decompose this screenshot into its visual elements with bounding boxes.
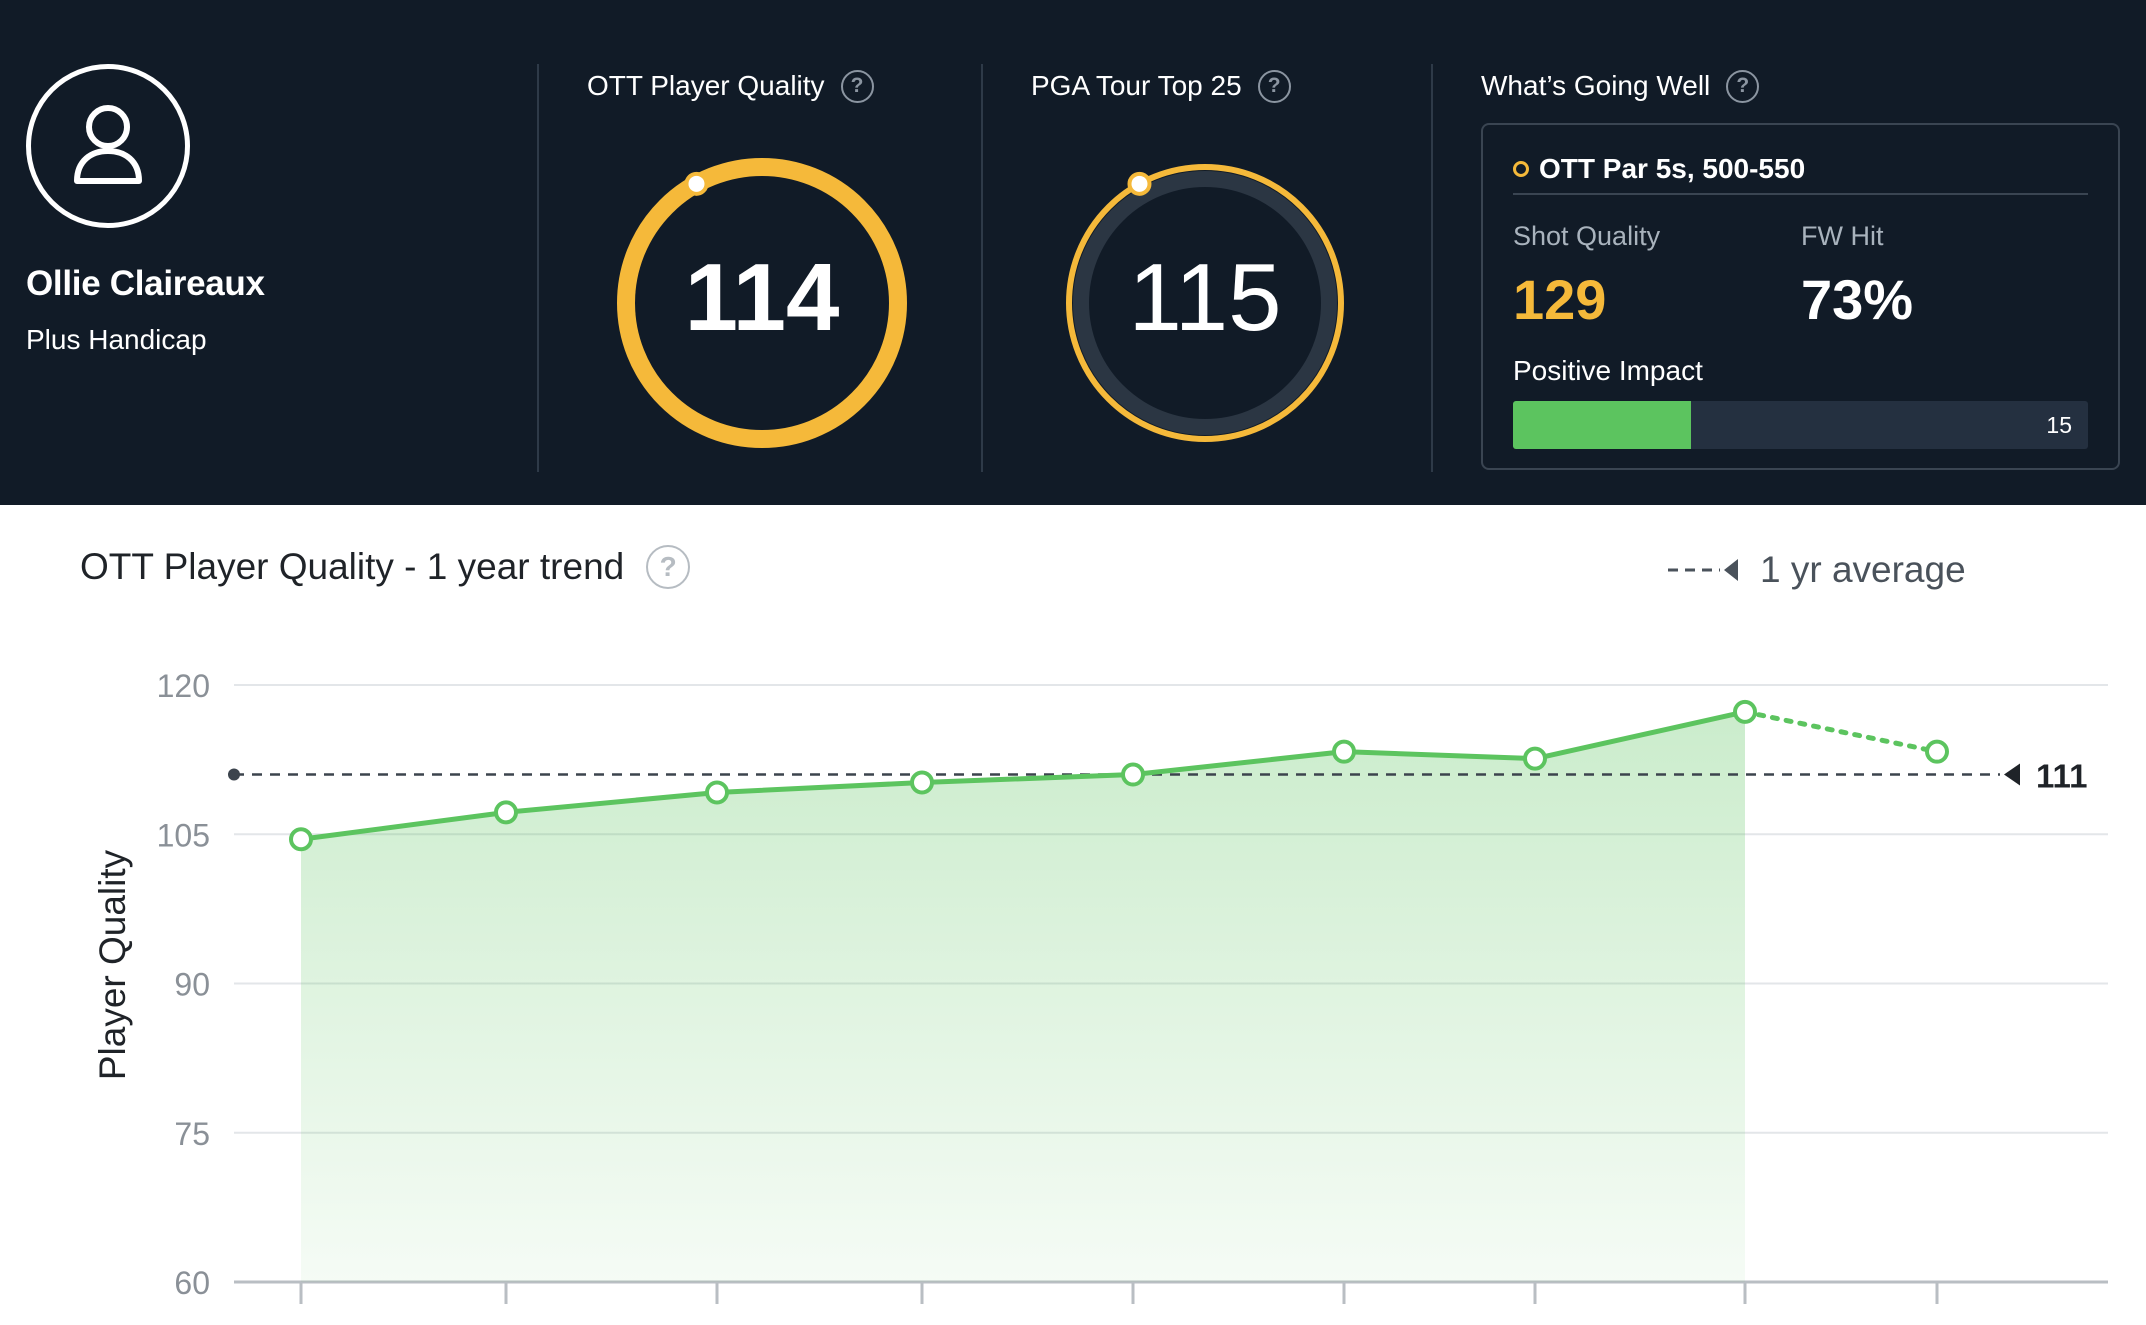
gauge-knob <box>1127 171 1152 196</box>
divider <box>981 64 983 472</box>
shot-quality-value: 129 <box>1513 268 1607 331</box>
player-handicap: Plus Handicap <box>26 324 207 355</box>
data-point[interactable] <box>1925 739 1949 764</box>
metric-title: OTT Player Quality <box>587 70 825 101</box>
trend-area <box>301 711 1745 1282</box>
player-profile: Ollie Claireaux Plus Handicap <box>26 64 506 356</box>
average-arrow <box>2004 763 2020 786</box>
gauge-value: 114 <box>685 244 840 351</box>
going-well-card[interactable]: OTT Par 5s, 500-550 Shot Quality 129 FW … <box>1481 123 2120 470</box>
projection-line <box>1742 709 1940 755</box>
y-tick-label: 105 <box>157 817 210 853</box>
shot-quality-label: Shot Quality <box>1513 221 1661 251</box>
data-point[interactable] <box>1121 762 1145 787</box>
y-tick-label: 75 <box>174 1116 210 1152</box>
legend-label: 1 yr average <box>1760 549 1966 590</box>
divider <box>537 64 539 472</box>
help-icon[interactable]: ? <box>1257 69 1291 103</box>
divider <box>1431 64 1433 472</box>
player-name: Ollie Claireaux <box>26 264 265 303</box>
gauge-value: 115 <box>1128 244 1281 351</box>
chart-title: OTT Player Quality - 1 year trend <box>80 546 625 587</box>
positive-impact-fill <box>1513 401 1692 449</box>
data-point[interactable] <box>1733 699 1757 724</box>
metric-pga-tour-top-25: PGA Tour Top 25 ? <box>1031 64 1291 108</box>
trend-chart: 120 105 90 75 60 Player Quality 111 <box>92 668 2108 1304</box>
y-tick-label: 60 <box>174 1265 210 1301</box>
y-tick-label: 120 <box>157 668 210 704</box>
gauge-knob <box>684 171 709 196</box>
data-point[interactable] <box>289 827 313 852</box>
help-icon[interactable]: ? <box>646 545 691 589</box>
chart-legend: 1 yr average <box>1668 545 1966 595</box>
help-icon[interactable]: ? <box>1726 69 1760 103</box>
section-title: What’s Going Well <box>1481 70 1711 101</box>
help-icon[interactable]: ? <box>840 69 874 103</box>
positive-impact-value: 15 <box>2046 412 2072 438</box>
data-point[interactable] <box>705 780 729 805</box>
fw-hit-value: 73% <box>1801 268 1914 331</box>
going-well-item: OTT Par 5s, 500-550 <box>1513 145 2088 195</box>
data-point[interactable] <box>494 800 518 825</box>
data-point[interactable] <box>910 770 934 795</box>
y-tick-label: 90 <box>174 967 210 1003</box>
player-quality-gauge: 114 <box>617 158 907 448</box>
pga-top-25-gauge: 115 <box>1066 164 1344 442</box>
fw-hit-label: FW Hit <box>1801 221 1884 251</box>
dashed-line-arrow-icon <box>1668 559 1738 581</box>
data-point[interactable] <box>1332 739 1356 764</box>
user-icon <box>74 105 142 184</box>
going-well-item-label: OTT Par 5s, 500-550 <box>1539 153 1806 184</box>
data-point[interactable] <box>1523 746 1547 771</box>
positive-impact-label: Positive Impact <box>1513 355 1703 386</box>
chart-title-row: OTT Player Quality - 1 year trend ? <box>80 545 691 589</box>
y-axis-label: Player Quality <box>92 849 133 1080</box>
metric-title: PGA Tour Top 25 <box>1031 70 1242 101</box>
trend-line <box>300 709 1746 842</box>
whats-going-well: What’s Going Well ? <box>1481 64 1760 108</box>
average-value-label: 111 <box>2036 758 2087 795</box>
avatar[interactable] <box>26 64 190 228</box>
ring-dot-icon <box>1513 161 1529 177</box>
player-header: Ollie Claireaux Plus Handicap OTT Player… <box>0 0 2146 505</box>
metric-ott-player-quality: OTT Player Quality ? <box>587 64 874 108</box>
positive-impact-bar: 15 <box>1513 401 2088 449</box>
